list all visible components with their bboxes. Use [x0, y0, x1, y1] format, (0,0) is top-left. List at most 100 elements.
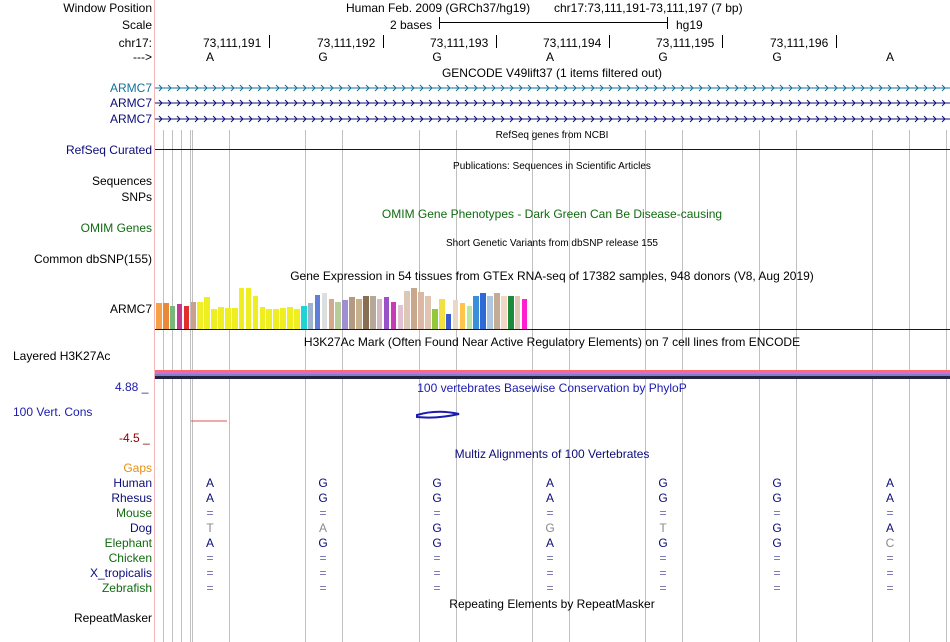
gtex-tissue-bar[interactable]: [211, 309, 217, 329]
gtex-tissue-bar[interactable]: [335, 302, 342, 329]
gtex-tissue-bar[interactable]: [376, 299, 383, 329]
gtex-tissue-bar[interactable]: [356, 299, 362, 329]
gaps-label[interactable]: Gaps: [123, 461, 152, 475]
gtex-label[interactable]: ARMC7: [109, 302, 152, 316]
h3k27ac-signal[interactable]: [155, 370, 950, 379]
gtex-tissue-bar[interactable]: [266, 309, 273, 329]
multiz-track-title[interactable]: Multiz Alignments of 100 Vertebrates: [454, 447, 650, 461]
gtex-tissue-bar[interactable]: [473, 296, 480, 329]
gtex-tissue-bar[interactable]: [204, 297, 210, 329]
sequences-label[interactable]: Sequences: [91, 174, 152, 188]
gtex-tissue-bar[interactable]: [432, 309, 438, 329]
strand-chevron: [464, 115, 469, 123]
species-label[interactable]: Zebrafish: [101, 581, 152, 595]
gtex-tissue-bar[interactable]: [349, 297, 355, 329]
gtex-tissue-bar[interactable]: [494, 293, 500, 329]
gencode-item-label-3[interactable]: ARMC7: [109, 112, 152, 126]
gtex-tissue-bar[interactable]: [218, 307, 224, 329]
repeatmasker-track-title[interactable]: Repeating Elements by RepeatMasker: [449, 597, 655, 611]
gtex-tissue-bar[interactable]: [397, 305, 404, 329]
omim-label[interactable]: OMIM Genes: [80, 221, 152, 235]
gtex-tissue-bar[interactable]: [156, 303, 162, 329]
phylop-track-title[interactable]: 100 vertebrates Basewise Conservation by…: [417, 381, 687, 395]
gtex-tissue-bar[interactable]: [231, 308, 238, 329]
gtex-tissue-bar[interactable]: [383, 297, 390, 329]
refseq-item-label[interactable]: RefSeq Curated: [65, 143, 152, 157]
species-label[interactable]: Chicken: [108, 551, 152, 565]
species-label[interactable]: Human: [113, 476, 152, 490]
alignment-base: T: [659, 521, 667, 535]
strand-chevron: [176, 99, 181, 107]
gtex-tissue-bar[interactable]: [411, 288, 417, 329]
gencode-item-label-2[interactable]: ARMC7: [109, 96, 152, 110]
refseq-track-title[interactable]: RefSeq genes from NCBI: [495, 130, 609, 141]
gtex-tissue-bar[interactable]: [259, 307, 266, 329]
gtex-tissue-bar[interactable]: [466, 306, 473, 329]
gtex-tissue-bar[interactable]: [480, 293, 486, 329]
gtex-tissue-bar[interactable]: [507, 296, 514, 329]
gtex-tissue-bar[interactable]: [238, 288, 245, 329]
species-label[interactable]: Dog: [129, 521, 152, 535]
gtex-tissue-bar[interactable]: [190, 302, 197, 329]
h3k27ac-label[interactable]: Layered H3K27Ac: [13, 349, 111, 363]
gtex-tissue-bar[interactable]: [321, 293, 328, 329]
gencode-track-title[interactable]: GENCODE V49lift37 (1 items filtered out): [441, 66, 663, 80]
snps-label[interactable]: SNPs: [121, 190, 152, 204]
alignment-base: =: [546, 551, 554, 565]
alignment-base: =: [433, 566, 441, 580]
gtex-tissue-bar[interactable]: [280, 308, 286, 329]
gtex-tissue-bar[interactable]: [328, 299, 335, 329]
species-label[interactable]: X_tropicalis: [89, 566, 152, 580]
gtex-tissue-bar[interactable]: [425, 296, 431, 329]
dbsnp-label[interactable]: Common dbSNP(155): [33, 252, 152, 266]
gtex-tissue-bar[interactable]: [245, 288, 252, 329]
gtex-tissue-bar[interactable]: [418, 292, 424, 329]
publications-track-title[interactable]: Publications: Sequences in Scientific Ar…: [453, 161, 651, 172]
gtex-tissue-bar[interactable]: [363, 296, 369, 329]
gtex-tissue-bar[interactable]: [294, 309, 300, 329]
gtex-track-title[interactable]: Gene Expression in 54 tissues from GTEx …: [290, 269, 814, 283]
gtex-tissue-bar[interactable]: [487, 296, 493, 329]
phylop-signal[interactable]: [155, 405, 950, 430]
gtex-tissue-bar[interactable]: [252, 296, 259, 329]
gtex-tissue-bar[interactable]: [404, 291, 411, 329]
gencode-transcripts[interactable]: [155, 80, 950, 126]
gtex-tissue-bar[interactable]: [287, 307, 293, 329]
assembly-title[interactable]: Human Feb. 2009 (GRCh37/hg19): [346, 1, 531, 15]
gtex-tissue-bar[interactable]: [369, 296, 376, 329]
strand-chevron: [374, 99, 379, 107]
gtex-tissue-bar[interactable]: [183, 306, 190, 329]
species-label[interactable]: Elephant: [104, 536, 152, 550]
gtex-tissue-bar[interactable]: [390, 302, 397, 329]
gtex-tissue-bar[interactable]: [225, 308, 231, 329]
gtex-tissue-bar[interactable]: [300, 306, 307, 329]
omim-track-title[interactable]: OMIM Gene Phenotypes - Dark Green Can Be…: [381, 207, 723, 221]
gtex-tissue-bar[interactable]: [514, 296, 521, 329]
gtex-tissue-bar[interactable]: [197, 302, 204, 329]
gtex-tissue-bar[interactable]: [342, 300, 348, 329]
gtex-tissue-bar[interactable]: [459, 303, 466, 329]
species-label[interactable]: Rhesus: [111, 491, 152, 505]
gtex-tissue-bar[interactable]: [162, 303, 169, 329]
strand-chevron: [572, 99, 577, 107]
gtex-tissue-bar[interactable]: [273, 309, 279, 329]
gtex-tissue-bar[interactable]: [314, 295, 321, 329]
dbsnp-track-title[interactable]: Short Genetic Variants from dbSNP releas…: [446, 238, 658, 249]
gtex-tissue-bar[interactable]: [169, 306, 176, 329]
refseq-transcript-line[interactable]: [155, 149, 950, 150]
phylop-label[interactable]: 100 Vert. Cons: [13, 405, 93, 419]
h3k27ac-track-title[interactable]: H3K27Ac Mark (Often Found Near Active Re…: [303, 335, 801, 349]
gtex-tissue-bar[interactable]: [521, 299, 528, 329]
species-label[interactable]: Mouse: [115, 506, 152, 520]
strand-chevron: [500, 115, 505, 123]
position-range[interactable]: chr17:73,111,191-73,111,197 (7 bp): [554, 1, 743, 15]
strand-chevron: [761, 115, 766, 123]
gtex-tissue-bar[interactable]: [501, 296, 507, 329]
gtex-tissue-bar[interactable]: [438, 299, 445, 329]
repeatmasker-label[interactable]: RepeatMasker: [73, 611, 152, 625]
gtex-tissue-bar[interactable]: [445, 314, 452, 329]
gencode-item-label-1[interactable]: ARMC7: [109, 81, 152, 95]
gtex-tissue-bar[interactable]: [176, 304, 183, 329]
gtex-tissue-bar[interactable]: [307, 303, 314, 329]
gtex-tissue-bar[interactable]: [452, 300, 459, 329]
